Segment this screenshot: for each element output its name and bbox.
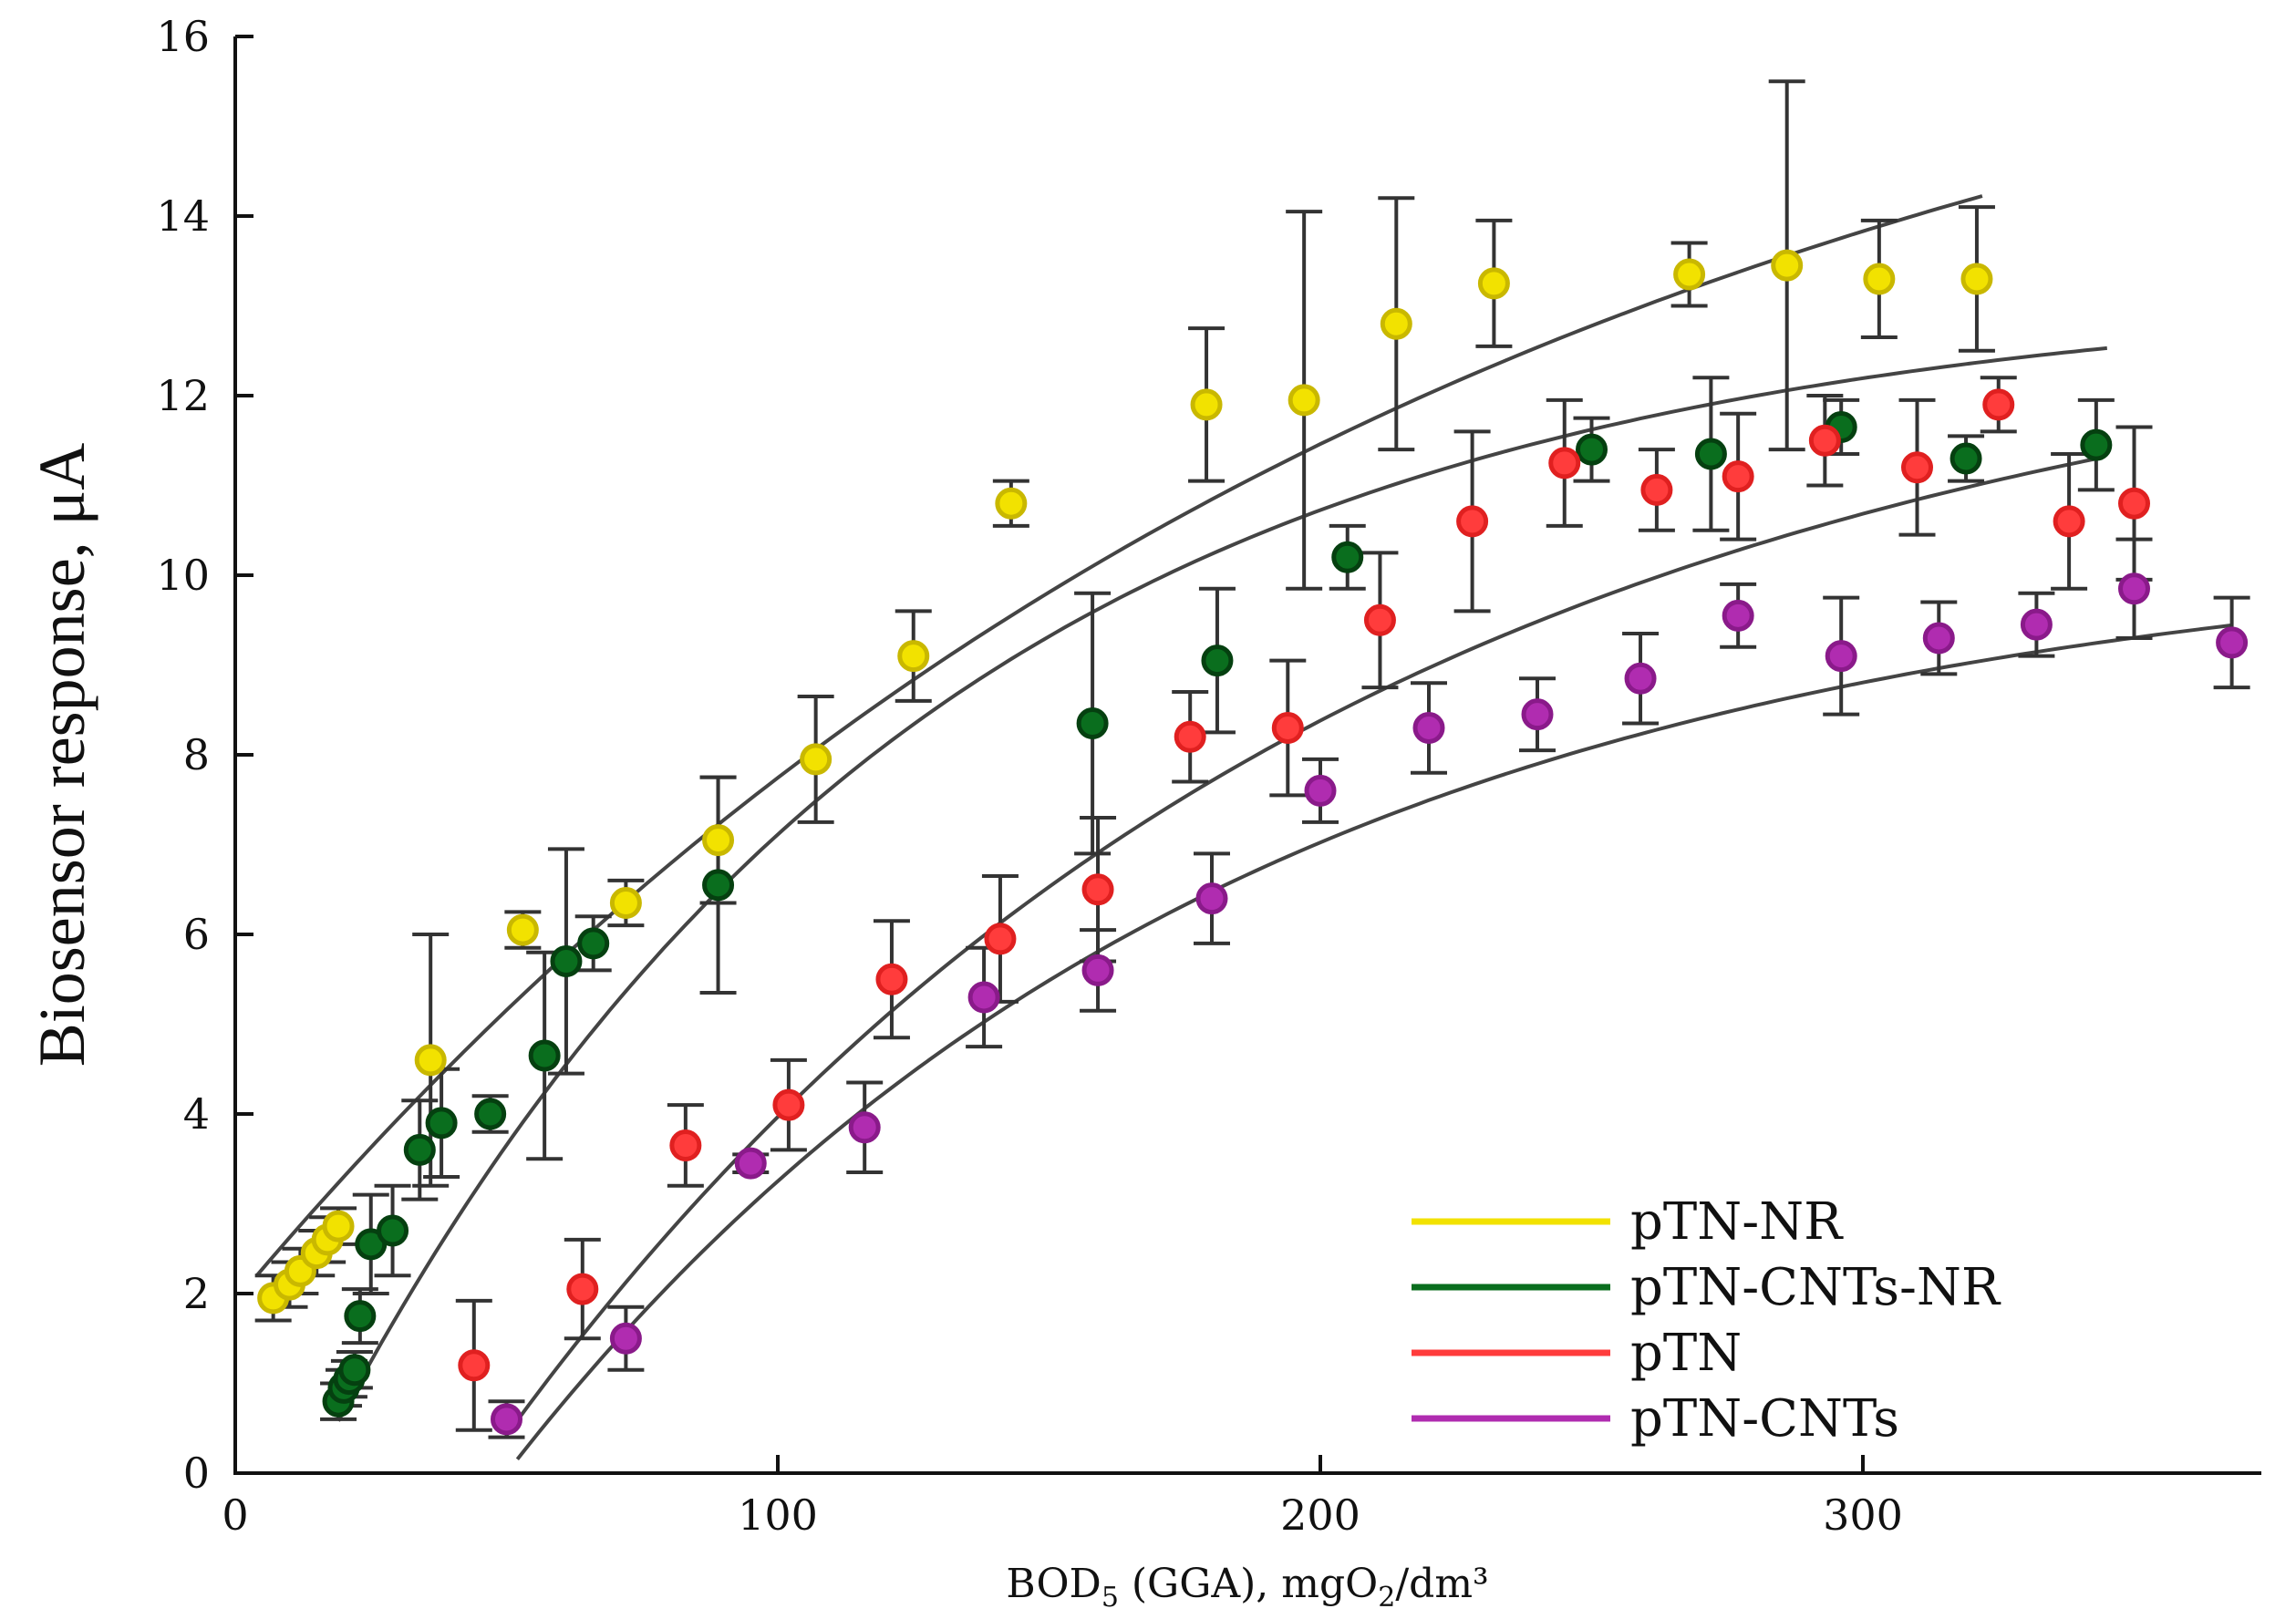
y-tick-label: 10 — [156, 551, 210, 600]
x-tick-label: 300 — [1823, 1490, 1903, 1540]
data-point — [550, 945, 583, 978]
data-point — [1174, 720, 1206, 753]
data-point — [984, 923, 1017, 955]
data-point — [1288, 384, 1320, 417]
data-points — [257, 249, 2249, 1436]
data-point — [1863, 263, 1896, 295]
y-tick-label: 4 — [183, 1089, 210, 1139]
data-point — [1576, 433, 1608, 466]
data-point — [702, 869, 735, 902]
data-point — [1331, 541, 1364, 573]
y-tick-label: 14 — [156, 191, 210, 241]
data-point — [1363, 603, 1396, 636]
data-point — [338, 1354, 371, 1387]
data-point — [344, 1300, 377, 1333]
fit-curve-ptn — [504, 456, 2103, 1437]
data-point — [425, 1107, 458, 1139]
data-point — [1456, 505, 1489, 538]
data-point — [702, 824, 735, 857]
data-point — [669, 1129, 702, 1161]
data-point — [1548, 447, 1581, 480]
data-point — [1722, 460, 1754, 493]
data-point — [1081, 954, 1114, 986]
data-point — [2080, 428, 2113, 461]
data-point — [566, 1273, 599, 1305]
data-point — [772, 1088, 805, 1121]
data-point — [1412, 711, 1445, 744]
data-point — [1380, 307, 1412, 340]
data-point — [1960, 263, 1993, 295]
data-point — [1771, 249, 1804, 282]
y-tick-label: 12 — [156, 371, 210, 420]
data-point — [995, 487, 1028, 520]
legend-label: pTN — [1630, 1324, 1742, 1383]
x-axis-title: BOD5 (GGA), mgO2/dm³ — [1006, 1561, 1488, 1614]
data-point — [403, 1133, 436, 1166]
data-point — [2216, 626, 2249, 659]
data-point — [1950, 442, 1982, 475]
data-point — [1477, 267, 1510, 300]
data-point — [506, 913, 539, 946]
legend: pTN-NR pTN-CNTs-NR pTN pTN-CNTs — [1412, 1192, 2001, 1449]
data-point — [848, 1111, 881, 1144]
data-point — [1190, 388, 1223, 421]
legend-label: pTN-CNTs-NR — [1630, 1258, 2001, 1317]
legend-label: pTN-CNTs — [1630, 1389, 1899, 1449]
data-point — [377, 1214, 409, 1247]
data-point — [967, 981, 1000, 1014]
data-point — [2118, 487, 2150, 520]
data-point — [875, 963, 908, 995]
fit-curve-ptn-cnts — [515, 623, 2232, 1460]
data-point — [1624, 662, 1657, 695]
data-point — [609, 887, 642, 920]
data-point — [414, 1044, 447, 1077]
data-point — [1694, 438, 1727, 470]
data-point — [1521, 698, 1554, 731]
data-point — [1081, 873, 1114, 906]
data-point — [1195, 882, 1228, 915]
data-point — [458, 1349, 491, 1382]
data-point — [1722, 599, 1754, 632]
x-tick-label: 0 — [222, 1490, 248, 1540]
data-point — [1076, 707, 1109, 740]
data-point — [2053, 505, 2085, 538]
data-point — [1901, 451, 1933, 484]
fit-curve-ptn-nr — [255, 194, 1983, 1277]
y-tick-label: 0 — [183, 1449, 210, 1498]
y-tick-label: 6 — [183, 910, 210, 959]
data-point — [800, 743, 833, 776]
data-point — [322, 1210, 355, 1243]
data-point — [1271, 711, 1304, 744]
y-tick-label: 16 — [156, 12, 210, 61]
data-point — [1982, 388, 2015, 421]
data-point — [1640, 473, 1673, 506]
ticks: 0 2 4 6 8 10 12 14 16 0 100 200 300 — [156, 12, 1902, 1540]
data-point — [528, 1039, 561, 1072]
data-point — [1673, 258, 1706, 291]
x-tick-label: 100 — [738, 1490, 818, 1540]
data-point — [577, 927, 610, 960]
data-point — [1304, 774, 1337, 807]
data-point — [734, 1147, 767, 1180]
data-point — [1922, 622, 1955, 655]
data-point — [897, 640, 930, 673]
y-tick-label: 8 — [183, 730, 210, 779]
y-axis-title: Biosensor response, μA — [26, 443, 98, 1067]
data-point — [474, 1098, 507, 1130]
data-point — [2118, 572, 2150, 605]
data-point — [1201, 645, 1234, 677]
legend-label: pTN-NR — [1630, 1192, 1844, 1252]
data-point — [1808, 424, 1841, 457]
data-point — [491, 1403, 522, 1436]
fit-curve-ptn-cnts-nr — [336, 345, 2108, 1422]
y-tick-label: 2 — [183, 1269, 210, 1318]
data-point — [609, 1322, 642, 1355]
x-tick-label: 200 — [1280, 1490, 1360, 1540]
data-point — [1825, 640, 1857, 673]
data-point — [2020, 608, 2053, 641]
